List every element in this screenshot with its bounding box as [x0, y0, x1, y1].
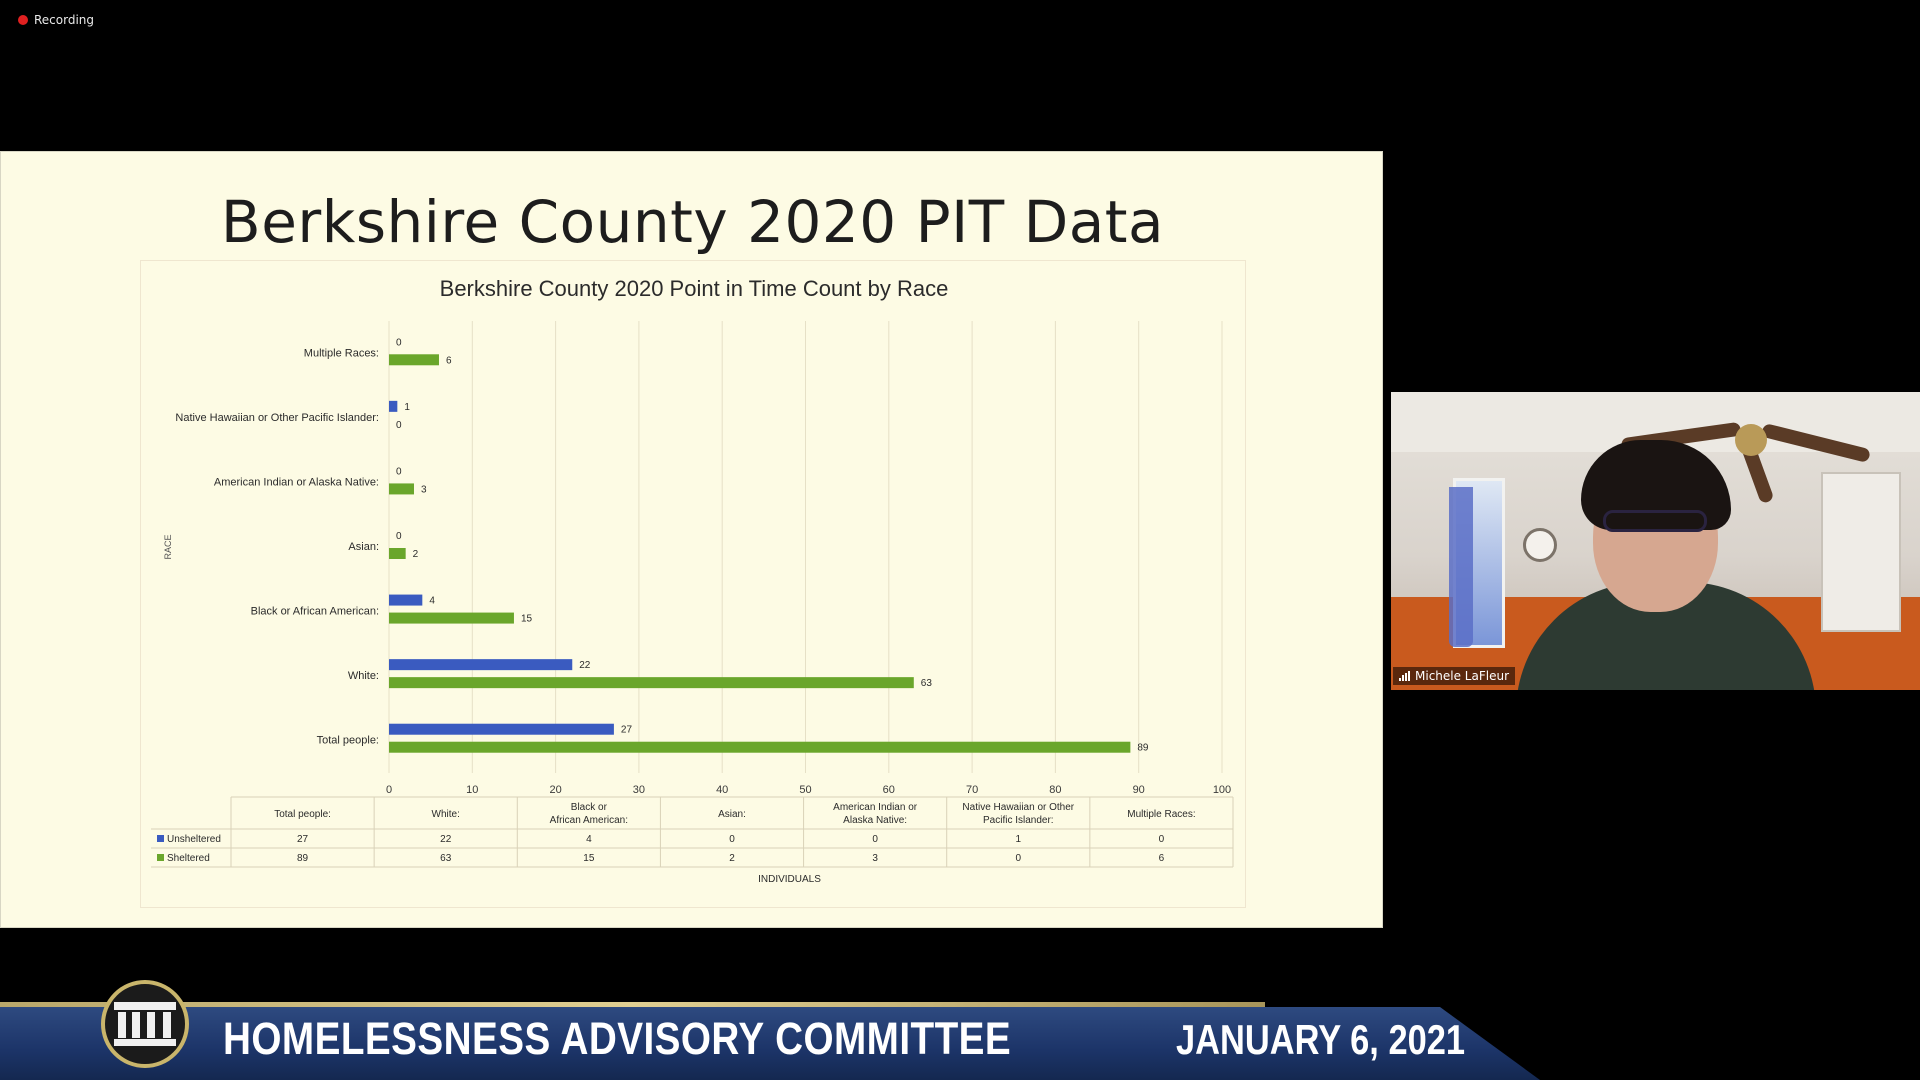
recording-indicator[interactable]: Recording — [18, 13, 94, 27]
legend-key-unsheltered — [157, 835, 164, 842]
x-tick-label: 30 — [633, 784, 645, 796]
legend-label: Unsheltered — [167, 834, 221, 845]
data-label: 2 — [413, 549, 419, 560]
x-tick-label: 100 — [1213, 784, 1231, 796]
bar-unsheltered — [389, 723, 614, 735]
data-label: 3 — [421, 484, 427, 495]
chart-title: Berkshire County 2020 Point in Time Coun… — [440, 276, 949, 301]
bar-sheltered — [389, 354, 439, 366]
data-label: 4 — [429, 596, 435, 607]
bar-sheltered — [389, 677, 914, 689]
category-label: Black or African American: — [251, 606, 379, 618]
bar-sheltered — [389, 548, 406, 559]
bar-unsheltered — [389, 594, 423, 606]
data-label: 15 — [521, 614, 533, 625]
bar-unsheltered — [389, 400, 398, 412]
table-header: African American: — [550, 815, 628, 826]
table-cell: 0 — [729, 834, 735, 845]
data-label: 27 — [621, 725, 633, 736]
data-label: 0 — [396, 466, 402, 477]
x-tick-label: 70 — [966, 784, 978, 796]
bar-unsheltered — [389, 659, 573, 671]
banner-date: JANUARY 6, 2021 — [1176, 1016, 1466, 1063]
lower-third-gold-line — [0, 1002, 1265, 1007]
table-cell: 27 — [297, 834, 309, 845]
data-label: 0 — [396, 337, 402, 348]
table-header: Pacific Islander: — [983, 815, 1054, 826]
banner-title: HOMELESSNESS ADVISORY COMMITTEE — [223, 1013, 1012, 1064]
category-label: Native Hawaiian or Other Pacific Islande… — [175, 412, 379, 424]
x-tick-label: 60 — [883, 784, 895, 796]
table-header: Multiple Races: — [1127, 809, 1195, 820]
table-cell: 22 — [440, 834, 452, 845]
recording-label: Recording — [34, 13, 95, 27]
table-cell: 63 — [440, 853, 452, 864]
x-tick-label: 40 — [716, 784, 728, 796]
table-cell: 0 — [1159, 834, 1165, 845]
bar-chart: Berkshire County 2020 Point in Time Coun… — [151, 276, 1234, 885]
table-header: Native Hawaiian or Other — [962, 802, 1074, 813]
table-cell: 89 — [297, 853, 309, 864]
x-tick-label: 0 — [386, 784, 392, 796]
bar-sheltered — [389, 483, 414, 495]
participant-video-tile[interactable]: Michele LaFleur — [1391, 392, 1920, 690]
data-label: 0 — [396, 420, 402, 431]
x-tick-label: 80 — [1049, 784, 1061, 796]
table-cell: 4 — [586, 834, 592, 845]
table-header: White: — [432, 809, 460, 820]
x-tick-label: 90 — [1133, 784, 1145, 796]
x-axis-label: INDIVIDUALS — [758, 874, 821, 885]
table-cell: 2 — [729, 853, 735, 864]
lower-third-banner — [0, 1007, 1540, 1080]
signal-strength-icon — [1399, 671, 1410, 681]
courthouse-seal-icon — [101, 980, 189, 1068]
data-label: 63 — [921, 678, 933, 689]
shared-slide: Berkshire County 2020 PIT Data Berkshire… — [0, 151, 1383, 928]
table-cell: 6 — [1159, 853, 1165, 864]
category-label: Total people: — [317, 735, 379, 747]
video-curtain — [1449, 487, 1473, 647]
video-door — [1821, 472, 1901, 632]
table-cell: 0 — [1016, 853, 1022, 864]
table-cell: 15 — [583, 853, 595, 864]
category-label: American Indian or Alaska Native: — [214, 476, 379, 488]
recording-dot-icon — [18, 15, 28, 25]
x-tick-label: 20 — [549, 784, 561, 796]
video-clock — [1523, 528, 1557, 562]
chart-area: Berkshire County 2020 Point in Time Coun… — [140, 260, 1246, 908]
data-label: 22 — [579, 660, 591, 671]
table-header: Total people: — [274, 809, 331, 820]
participant-name-tag: Michele LaFleur — [1393, 667, 1516, 685]
slide-title: Berkshire County 2020 PIT Data — [220, 188, 1165, 256]
legend-key-sheltered — [157, 854, 164, 861]
participant-name: Michele LaFleur — [1415, 669, 1510, 683]
bar-sheltered — [389, 612, 514, 624]
table-header: Alaska Native: — [843, 815, 907, 826]
data-label: 6 — [446, 355, 452, 366]
category-label: Asian: — [348, 541, 379, 553]
x-tick-label: 50 — [799, 784, 811, 796]
table-header: Black or — [571, 802, 608, 813]
table-header: Asian: — [718, 809, 746, 820]
data-label: 0 — [396, 531, 402, 542]
fan-hub — [1735, 424, 1767, 456]
bar-sheltered — [389, 741, 1131, 753]
table-cell: 0 — [872, 834, 878, 845]
x-tick-label: 10 — [466, 784, 478, 796]
y-axis-label: RACE — [163, 534, 173, 559]
person-glasses — [1603, 510, 1707, 532]
category-label: Multiple Races: — [304, 347, 379, 359]
legend-label: Sheltered — [167, 853, 210, 864]
category-label: White: — [348, 670, 379, 682]
data-label: 89 — [1137, 743, 1149, 754]
table-cell: 3 — [872, 853, 878, 864]
data-label: 1 — [404, 402, 410, 413]
table-cell: 1 — [1016, 834, 1022, 845]
table-header: American Indian or — [833, 802, 918, 813]
